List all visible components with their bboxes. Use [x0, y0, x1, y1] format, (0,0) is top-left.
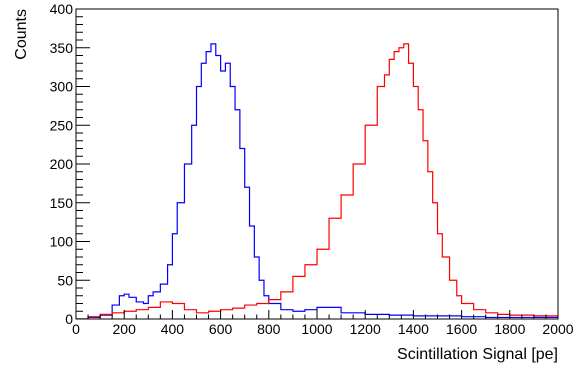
x-tick-label: 400: [161, 321, 185, 337]
x-tick-label: 800: [257, 321, 281, 337]
y-tick-label: 350: [50, 40, 74, 56]
y-tick-label: 250: [50, 117, 74, 133]
y-tick-label: 0: [65, 311, 73, 327]
ticks-layer: [75, 8, 559, 320]
x-tick-label: 600: [209, 321, 233, 337]
y-tick-label: 150: [50, 195, 74, 211]
x-tick-label: 1400: [398, 321, 429, 337]
x-axis-title: Scintillation Signal [pe]: [397, 346, 558, 363]
y-tick-label: 200: [50, 156, 74, 172]
x-tick-label: 0: [72, 321, 80, 337]
x-tick-label: 1200: [350, 321, 381, 337]
histogram-series-2: [76, 43, 558, 319]
x-tick-label: 1600: [446, 321, 477, 337]
histogram-series-1: [76, 43, 558, 319]
tick-labels-layer: 0 200 400 600 800 1000 1200 1400 1600 1800 2000 0 50…: [50, 1, 574, 337]
y-tick-label: 100: [50, 234, 74, 250]
series-layer: [76, 43, 558, 319]
x-tick-label: 2000: [542, 321, 573, 337]
y-tick-label: 50: [57, 272, 73, 288]
y-tick-label: 300: [50, 79, 74, 95]
y-tick-label: 400: [50, 1, 74, 17]
y-axis-title: Counts: [13, 9, 30, 60]
x-tick-label: 200: [113, 321, 137, 337]
x-tick-label: 1800: [494, 321, 525, 337]
x-tick-label: 1000: [301, 321, 332, 337]
